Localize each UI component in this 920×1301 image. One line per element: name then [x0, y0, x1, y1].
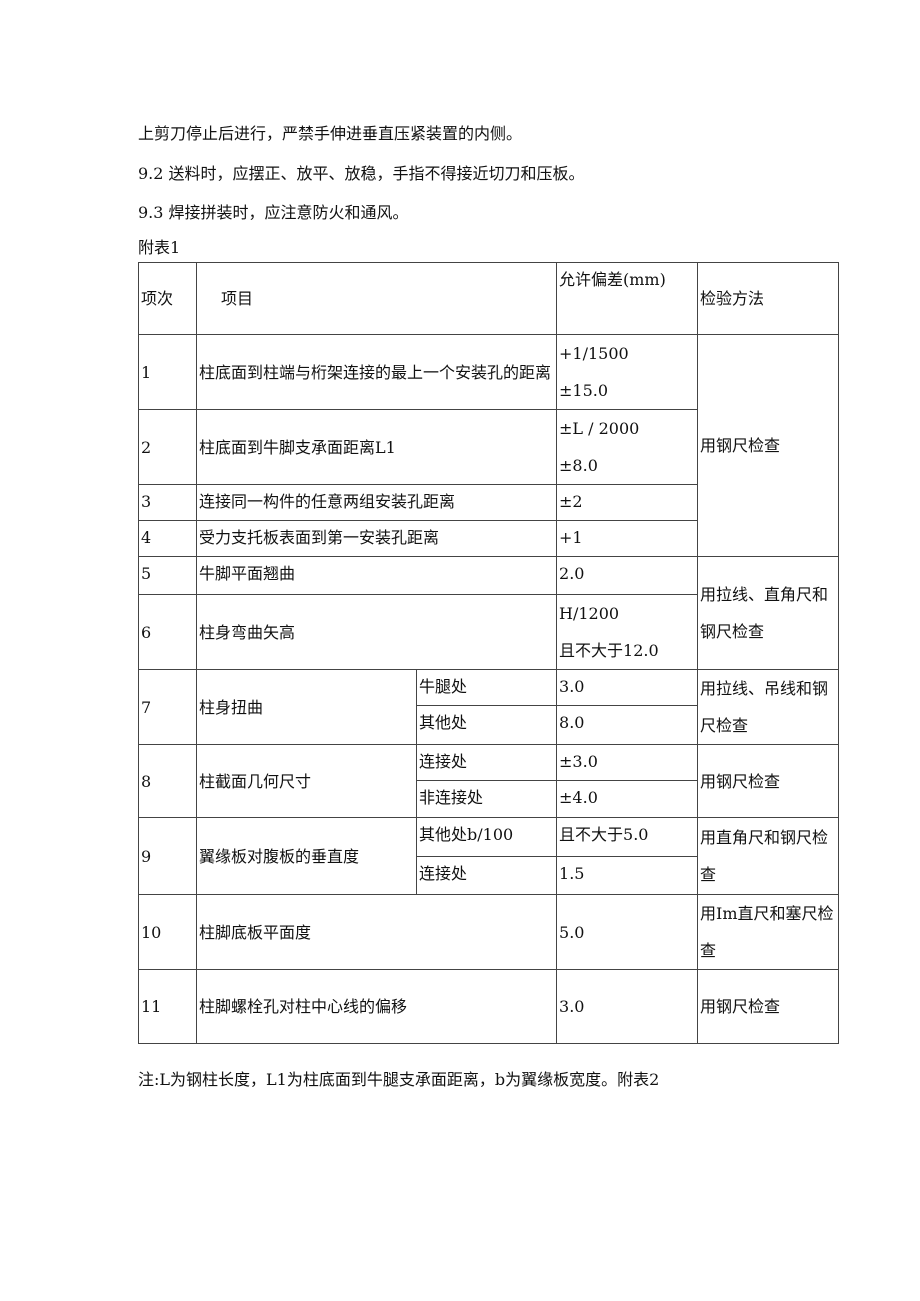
cell-tolerance: ±2 [556, 484, 699, 521]
paragraph: 9.3 焊接拼装时，应注意防火和通风。 [138, 203, 409, 222]
table-row: 11 柱脚螺栓孔对柱中心线的偏移 3.0 用钢尺检查 [138, 969, 840, 1044]
cell-no: 8 [138, 744, 197, 818]
table-row: 6 柱身弯曲矢高 H/1200 且不大于12.0 [138, 594, 839, 670]
table-row: 9 翼缘板对腹板的垂直度 其他处b/100 且不大于5.0 用直角尺和钢尺检查 [138, 817, 840, 895]
table-caption: 附表1 [138, 238, 181, 257]
cell-no: 4 [138, 520, 197, 557]
cell-item: 柱脚螺栓孔对柱中心线的偏移 [195, 969, 558, 1044]
paragraph: 9.2 送料时，应摆正、放平、放稳，手指不得接近切刀和压板。 [138, 164, 585, 183]
table-row: 4 受力支托板表面到第一安装孔距离 +1 [138, 520, 839, 557]
cell-method: 用钢尺检查 [697, 334, 840, 557]
table-note: 注:L为钢柱长度，L1为柱底面到牛腿支承面距离，b为翼缘板宽度。附表2 [138, 1070, 660, 1089]
table-row: 1 柱底面到柱端与桁架连接的最上一个安装孔的距离 +1/1500 ±15.0 用钢… [138, 334, 840, 557]
cell-item: 连接同一构件的任意两组安装孔距离 [195, 484, 558, 521]
cell-no: 3 [138, 484, 197, 521]
cell-item: 柱身扭曲 [196, 669, 417, 745]
cell-tolerance: H/1200 且不大于12.0 [556, 594, 699, 670]
cell-item: 柱底面到牛脚支承面距离L1 [195, 409, 558, 485]
tolerance-line: ±8.0 [559, 456, 598, 475]
cell-tolerance: 1.5 [556, 856, 699, 895]
tolerance-line: ±15.0 [559, 381, 609, 400]
cell-tolerance: 2.0 [556, 556, 699, 595]
table-row: 10 柱脚底板平面度 5.0 用Im直尺和塞尺检查 [138, 894, 840, 970]
cell-sub-item: 非连接处 [415, 780, 558, 818]
cell-no: 11 [138, 969, 197, 1044]
paragraph: 上剪刀停止后进行，严禁手伸进垂直压紧装置的内侧。 [138, 124, 523, 143]
header-cell: 允许偏差(mm) [556, 262, 699, 335]
cell-sub-item: 连接处 [415, 744, 558, 781]
cell-sub-item: 其他处b/100 [415, 817, 558, 857]
tolerance-line: ±L / 2000 [559, 419, 640, 438]
cell-no: 10 [138, 894, 197, 970]
cell-sub-item: 牛腿处 [415, 668, 558, 707]
cell-item: 牛脚平面翘曲 [195, 556, 558, 595]
cell-no: 9 [138, 817, 197, 895]
cell-item: 受力支托板表面到第一安装孔距离 [195, 520, 558, 557]
table-row: 7 柱身扭曲 牛腿处 3.0 用拉线、吊线和钢尺检查 [138, 668, 840, 745]
table-row: 5 牛脚平面翘曲 2.0 用拉线、直角尺和钢尺检查 [138, 556, 840, 670]
cell-tolerance: +1 [556, 520, 699, 557]
cell-tolerance: ±3.0 [556, 744, 699, 781]
cell-item: 柱身弯曲矢高 [195, 594, 558, 670]
cell-item: 翼缘板对腹板的垂直度 [196, 817, 417, 895]
table-row: 3 连接同一构件的任意两组安装孔距离 ±2 [138, 484, 839, 521]
cell-tolerance: 5.0 [556, 894, 699, 970]
cell-sub-item: 其他处 [415, 705, 558, 745]
tolerance-line: 且不大于12.0 [559, 641, 659, 660]
cell-sub-item: 连接处 [415, 856, 558, 895]
table-header-row: 项次 项目 允许偏差(mm) 检验方法 [138, 262, 840, 335]
cell-no: 2 [138, 409, 197, 485]
cell-method: 用直角尺和钢尺检查 [697, 817, 840, 895]
cell-no: 5 [138, 556, 197, 595]
cell-method: 用拉线、吊线和钢尺检查 [697, 669, 840, 745]
cell-method: 用拉线、直角尺和钢尺检查 [697, 556, 840, 670]
cell-item: 柱底面到柱端与桁架连接的最上一个安装孔的距离 [195, 334, 558, 410]
cell-tolerance: 且不大于5.0 [556, 817, 699, 857]
cell-method: 用钢尺检查 [697, 969, 840, 1044]
table-row: 2 柱底面到牛脚支承面距离L1 ±L / 2000 ±8.0 [138, 409, 839, 485]
header-cell: 检验方法 [697, 262, 840, 335]
tolerance-table: 项次 项目 允许偏差(mm) 检验方法 1 柱底面到柱端与桁架连接的最上一个安装… [138, 262, 840, 1044]
header-cell: 项次 [138, 262, 197, 335]
cell-method: 用Im直尺和塞尺检查 [697, 894, 840, 970]
cell-no: 1 [138, 334, 197, 410]
cell-tolerance: ±4.0 [556, 780, 699, 818]
cell-tolerance: 3.0 [556, 969, 699, 1044]
tolerance-line: +1/1500 [559, 344, 629, 363]
cell-tolerance: 8.0 [556, 705, 699, 745]
cell-method: 用钢尺检查 [697, 744, 840, 818]
tolerance-line: H/1200 [559, 604, 620, 623]
cell-no: 7 [138, 669, 197, 745]
cell-item: 柱截面几何尺寸 [196, 744, 417, 818]
table-row: 8 柱截面几何尺寸 连接处 ±3.0 用钢尺检查 [138, 744, 840, 818]
cell-item: 柱脚底板平面度 [195, 894, 558, 970]
cell-no: 6 [138, 594, 197, 670]
cell-tolerance: +1/1500 ±15.0 [556, 334, 699, 410]
cell-tolerance: 3.0 [556, 668, 699, 707]
header-cell: 项目 [195, 262, 558, 335]
table-row: 非连接处 ±4.0 [139, 780, 839, 818]
cell-tolerance: ±L / 2000 ±8.0 [556, 409, 699, 485]
